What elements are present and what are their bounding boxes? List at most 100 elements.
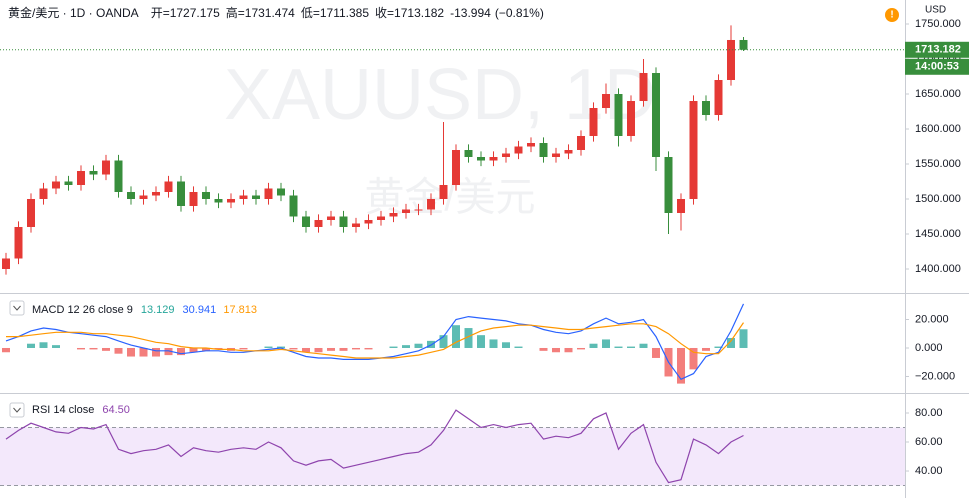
y-tick-label: 60.00	[915, 436, 943, 448]
candle-body	[539, 143, 548, 157]
y-tick-label: 1400.000	[915, 263, 961, 275]
histogram-bar	[539, 347, 548, 351]
histogram-bar	[139, 347, 148, 357]
histogram-bar	[127, 347, 135, 357]
y-tick-label: 1500.000	[915, 193, 961, 205]
histogram-bar	[727, 338, 735, 348]
y-tick-label: 40.00	[915, 465, 943, 477]
histogram-bar	[314, 347, 323, 353]
candle-body	[664, 156, 673, 213]
currency-label: USD	[925, 5, 946, 16]
alert-icon[interactable]	[885, 8, 899, 22]
line	[5, 303, 745, 381]
histogram-bar	[364, 347, 373, 350]
countdown-box	[905, 58, 969, 75]
histogram-bar	[277, 346, 285, 348]
candle-body	[14, 226, 23, 259]
collapse-icon	[13, 305, 21, 311]
histogram-bar	[202, 347, 210, 351]
collapse-button[interactable]	[9, 300, 25, 316]
histogram-bar	[589, 343, 598, 348]
histogram-bar	[614, 346, 623, 348]
candle-body	[277, 188, 285, 196]
indicator-value: 13.129	[141, 304, 175, 316]
candle-body	[164, 181, 173, 192]
candle-body	[327, 216, 335, 220]
candle-body	[64, 181, 73, 185]
line	[5, 409, 744, 484]
candle-body	[464, 149, 473, 157]
y-tick-label: 20.000	[915, 313, 949, 325]
histogram-bar	[289, 347, 298, 350]
candle-body	[689, 101, 698, 199]
ohlc-label: 低=	[301, 6, 320, 20]
candle-body	[227, 198, 235, 203]
candle-body	[564, 149, 573, 154]
y-tick-label: 1550.000	[915, 158, 961, 170]
candle-body	[289, 195, 298, 217]
countdown-label: 14:00:53	[915, 61, 959, 73]
histogram-bar	[552, 347, 560, 353]
candle-body	[364, 219, 373, 224]
histogram-bar	[564, 347, 573, 353]
candle-body	[114, 160, 123, 192]
histogram-bar	[102, 347, 110, 351]
histogram-bar	[27, 343, 35, 348]
histogram-bar	[89, 347, 98, 350]
candle-body	[614, 94, 623, 137]
histogram-bar	[464, 328, 473, 348]
candle-body	[77, 170, 85, 185]
ohlc-value: 1711.385	[320, 6, 369, 20]
indicator-header: RSI 14 close 64.50	[32, 404, 130, 416]
candle-body	[702, 101, 710, 116]
histogram-bar	[352, 347, 360, 350]
indicator-value: 17.813	[223, 304, 257, 316]
candle-body	[552, 153, 560, 157]
collapse-button[interactable]	[9, 402, 25, 418]
candle-body	[589, 108, 598, 137]
histogram-bar	[714, 346, 723, 348]
histogram-bar	[639, 343, 648, 348]
histogram-bar	[152, 347, 160, 357]
candle-body	[477, 156, 485, 161]
candle-body	[639, 73, 648, 102]
histogram-bar	[339, 347, 348, 351]
histogram-bar	[39, 342, 48, 348]
histogram-bar	[189, 347, 198, 353]
candle-body	[202, 191, 210, 199]
histogram-bar	[177, 347, 185, 356]
ohlc-label: 开=	[151, 6, 170, 20]
watermark: XAUUSD, 1D	[224, 55, 656, 135]
y-tick-label: −20.000	[915, 370, 955, 382]
candle-body	[339, 216, 348, 227]
candle-body	[452, 149, 460, 185]
candle-body	[39, 188, 48, 199]
histogram-bar	[514, 346, 523, 348]
histogram-bar	[702, 347, 710, 351]
histogram-bar	[627, 346, 635, 348]
candle-body	[489, 156, 498, 161]
change-pct: (−0.81%)	[495, 6, 544, 20]
histogram-bar	[602, 339, 610, 348]
ohlc-label: 高=	[226, 5, 245, 20]
candle-body	[239, 195, 248, 199]
candle-body	[177, 181, 185, 206]
candle-body	[727, 39, 735, 81]
candle-body	[302, 216, 310, 227]
histogram-bar	[114, 347, 123, 354]
histogram-bar	[239, 347, 248, 350]
indicator-title: RSI 14 close	[32, 404, 94, 416]
candle-body	[89, 170, 98, 175]
candle-body	[127, 191, 135, 199]
line	[6, 322, 744, 359]
candle-body	[602, 94, 610, 109]
histogram-bar	[402, 345, 410, 348]
histogram-bar	[302, 347, 310, 353]
collapse-icon	[13, 407, 21, 413]
candle-body	[677, 198, 685, 213]
candle-body	[514, 146, 523, 154]
candle-body	[427, 198, 435, 210]
ohlc-value: 1731.474	[245, 6, 295, 20]
